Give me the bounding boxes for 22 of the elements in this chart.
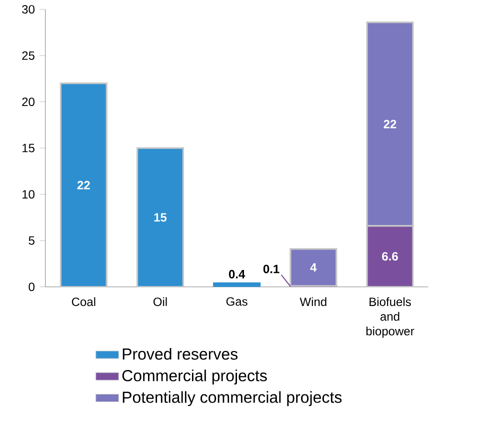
y-tick-label: 20 <box>22 98 34 106</box>
x-tick-label: Coal <box>72 297 96 306</box>
x-tick-label: Gas <box>226 297 248 306</box>
data-label: 15 <box>154 213 167 222</box>
legend-label: Commercial projects <box>122 370 267 385</box>
data-label: 0.1 <box>263 264 280 274</box>
y-tick-label: 0 <box>28 282 34 292</box>
x-tick-label: Oil <box>153 297 167 306</box>
legend-label: Proved reserves <box>122 348 238 360</box>
y-tick-label: 10 <box>22 190 34 199</box>
data-label: 0.4 <box>228 270 246 278</box>
data-label: 6.6 <box>382 252 398 261</box>
data-label: 22 <box>384 120 396 128</box>
y-tick-label: 30 <box>22 5 34 14</box>
data-label: 22 <box>77 180 90 190</box>
y-tick-label: 15 <box>22 144 34 152</box>
y-tick-label: 5 <box>28 236 34 245</box>
x-tick-label: Biofuels and biopower <box>366 297 414 338</box>
data-label: 4 <box>310 263 317 272</box>
y-tick-label: 25 <box>22 51 34 60</box>
legend-label: Potentially commercial projects <box>122 391 342 406</box>
x-tick-label: Wind <box>300 297 326 306</box>
